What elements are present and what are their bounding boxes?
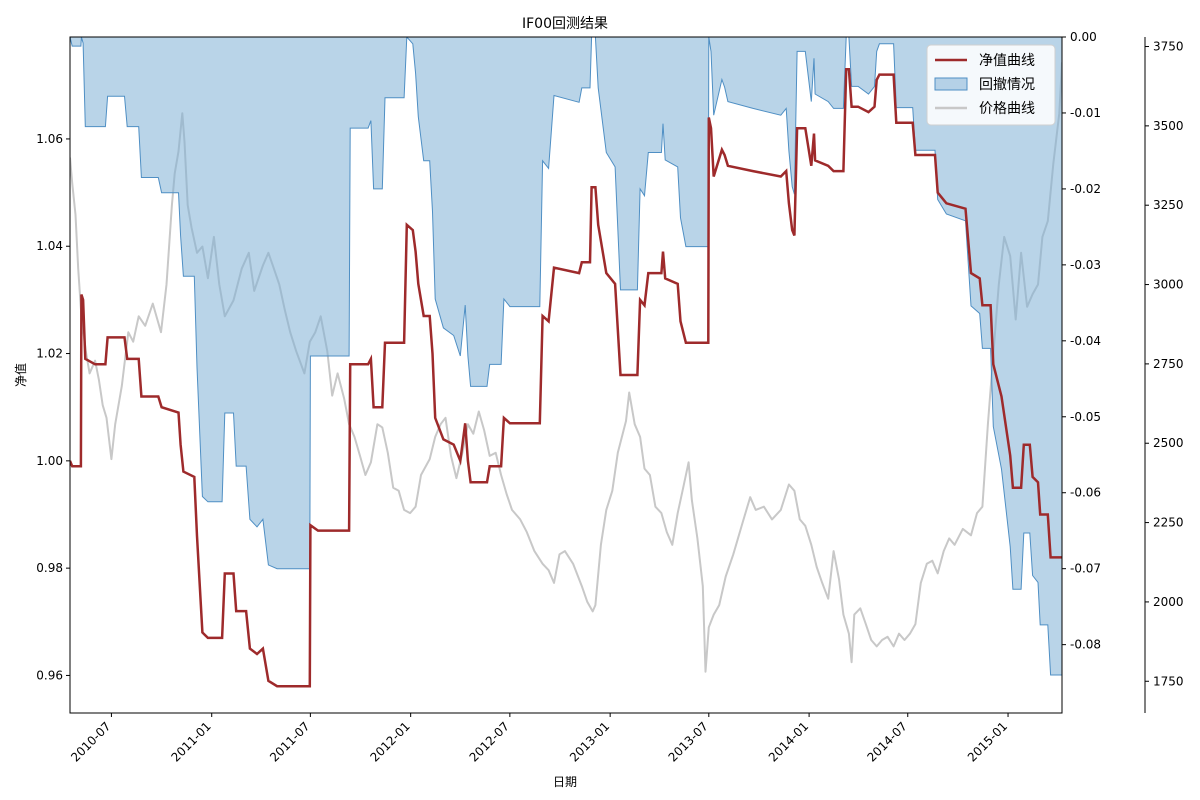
y-axis-title: 净值 [13, 363, 28, 387]
legend-box [926, 44, 1056, 126]
right-axis-tick-label: 3750 [1153, 40, 1184, 54]
x-axis-tick-label: 2012-07 [467, 719, 512, 764]
middle-axis-tick-label: -0.08 [1070, 638, 1101, 652]
chart-title: IF00回测结果 [522, 16, 608, 32]
middle-axis-tick-label: -0.04 [1070, 334, 1101, 348]
x-axis-tick-label: 2014-07 [865, 719, 910, 764]
middle-axis-tick-label: -0.06 [1070, 486, 1101, 500]
x-axis-tick-label: 2015-01 [965, 719, 1010, 764]
x-axis-tick-label: 2012-01 [367, 719, 412, 764]
middle-axis-tick-label: -0.07 [1070, 562, 1101, 576]
middle-axis-tick-label: -0.01 [1070, 106, 1101, 120]
left-axis-tick-label: 1.00 [36, 454, 63, 468]
left-axis-tick-label: 0.96 [36, 668, 63, 682]
x-axis-tick-label: 2013-07 [666, 719, 711, 764]
legend-label: 价格曲线 [979, 101, 1035, 117]
legend-swatch-drawdown [934, 77, 968, 91]
plot-area [70, 37, 1062, 688]
right-axis-tick-label: 2500 [1153, 436, 1184, 450]
left-axis-tick-label: 1.02 [36, 347, 63, 361]
middle-axis-tick-label: 0.00 [1070, 30, 1097, 44]
right-axis-tick-label: 2750 [1153, 357, 1184, 371]
middle-axis-tick-label: -0.03 [1070, 258, 1101, 272]
x-axis-tick-label: 2013-01 [567, 719, 612, 764]
plot-frame [69, 36, 1063, 714]
x-axis-title: 日期 [553, 775, 577, 789]
legend-label: 回撤情况 [979, 77, 1035, 93]
right-axis-tick-label: 2250 [1153, 516, 1184, 530]
right-axis-tick-label: 3000 [1153, 278, 1184, 292]
left-axis-tick-label: 1.04 [36, 239, 63, 253]
left-axis-tick-label: 1.06 [36, 132, 63, 146]
right-axis-tick-label: 3250 [1153, 198, 1184, 212]
middle-axis-tick-label: -0.05 [1070, 410, 1101, 424]
x-axis-tick-label: 2011-01 [168, 719, 213, 764]
x-axis-tick-label: 2011-07 [267, 719, 312, 764]
x-axis-tick-label: 2014-01 [766, 719, 811, 764]
drawdown-area [70, 37, 1062, 675]
left-axis-tick-label: 0.98 [36, 561, 63, 575]
middle-axis-tick-label: -0.02 [1070, 182, 1101, 196]
nav-curve-line [70, 67, 1062, 688]
right-axis-tick-label: 3500 [1153, 119, 1184, 133]
x-axis-tick-label: 2010-07 [68, 719, 113, 764]
right-axis-tick-label: 1750 [1153, 674, 1184, 688]
right-axis-tick-label: 2000 [1153, 595, 1184, 609]
legend-label: 净值曲线 [979, 53, 1035, 69]
